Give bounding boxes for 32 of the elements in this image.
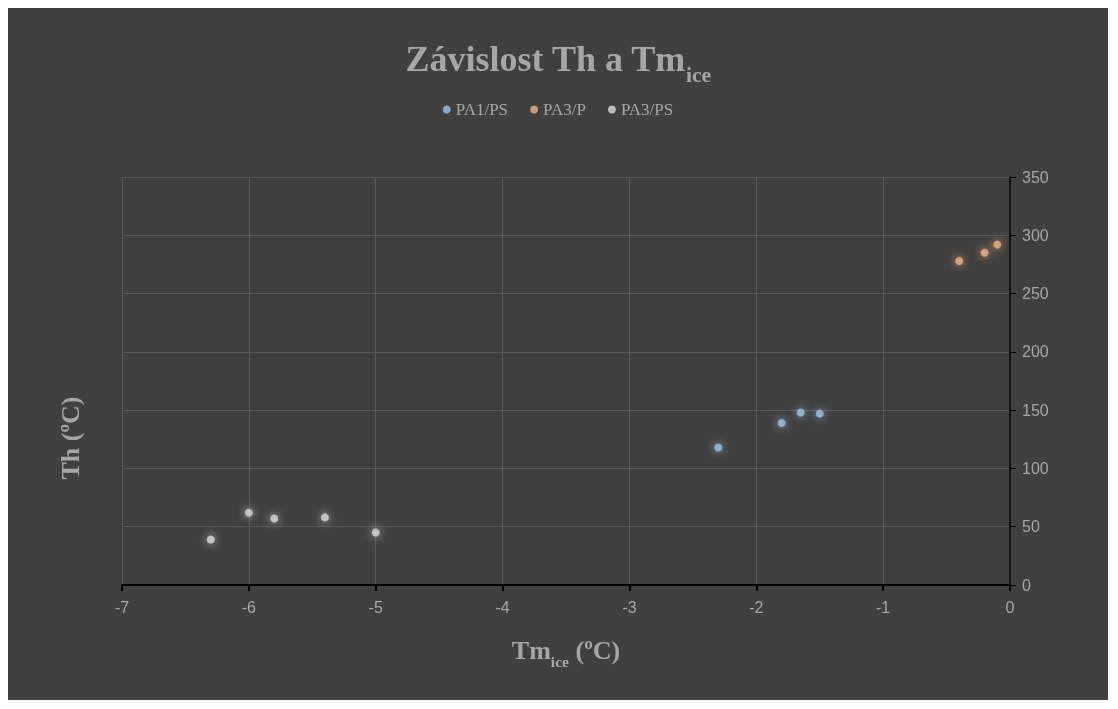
- y-tick-label: 50: [1022, 518, 1040, 536]
- point: [206, 535, 215, 544]
- legend-label: PA1/PS: [455, 100, 509, 119]
- y-tick-label: 300: [1022, 226, 1049, 244]
- x-tick-label: -6: [241, 598, 257, 616]
- y-tick-label: 200: [1022, 343, 1049, 361]
- x-tick-label: -1: [876, 598, 891, 616]
- x-tick-label: -2: [749, 598, 764, 616]
- point: [815, 409, 824, 418]
- y-tick-label: 250: [1022, 285, 1049, 303]
- y-tick-label: 350: [1022, 168, 1049, 186]
- point: [714, 443, 723, 452]
- point: [777, 418, 786, 427]
- x-tick-label: -3: [622, 598, 637, 616]
- legend-label: PA3/P: [543, 100, 586, 119]
- x-tick-label: 0: [1005, 598, 1015, 616]
- point: [796, 408, 805, 417]
- y-axis-title: Th (ºC): [55, 396, 85, 480]
- point: [955, 256, 964, 265]
- point: [371, 528, 380, 537]
- x-tick-label: -5: [368, 598, 383, 616]
- point: [270, 514, 279, 523]
- y-tick-label: 0: [1022, 576, 1031, 594]
- legend-label: PA3/PS: [620, 100, 674, 119]
- point: [980, 248, 989, 257]
- y-tick-label: 100: [1022, 459, 1049, 477]
- point: [320, 513, 329, 522]
- point: [244, 508, 253, 517]
- point: [993, 240, 1002, 249]
- x-tick-label: -7: [114, 598, 130, 616]
- x-tick-label: -4: [495, 598, 510, 616]
- y-tick-label: 150: [1022, 401, 1049, 419]
